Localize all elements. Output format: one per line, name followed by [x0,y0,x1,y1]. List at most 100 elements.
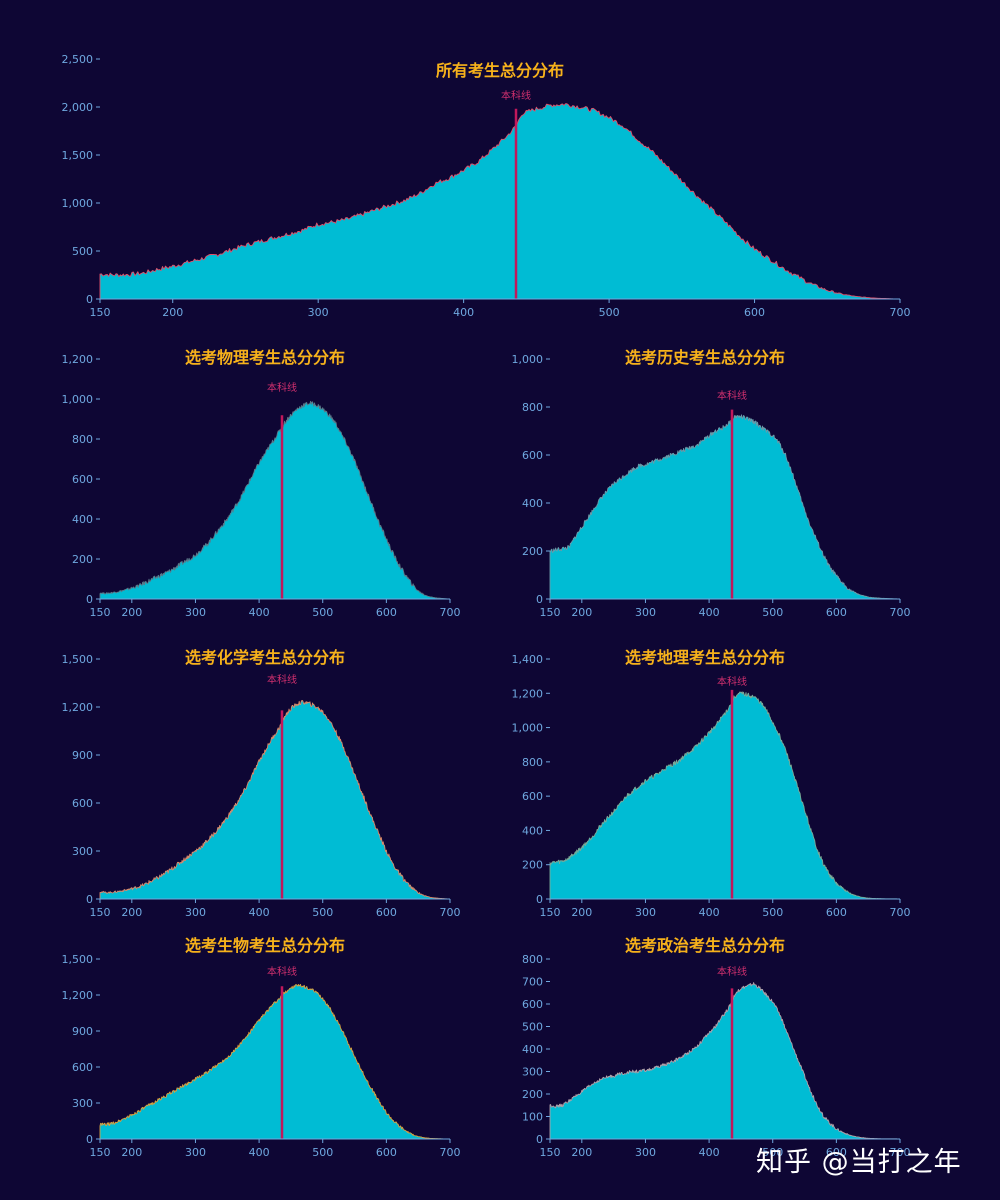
x-axis: 150 200 300 400 500 600 700 [90,898,461,919]
x-tick-label: 150 [90,606,111,619]
chart-title: 所有考生总分分布 [436,61,564,80]
y-tick-label: 1,500 [62,953,94,966]
x-axis: 150 200 300 400 500 600 700 [540,1138,911,1159]
histogram-bars [549,414,898,600]
x-tick-label: 200 [571,1146,592,1159]
x-tick-label: 400 [249,906,270,919]
x-tick-label: 200 [162,306,183,319]
chart-title: 选考政治考生总分分布 [625,936,785,955]
y-tick-label: 0 [86,893,93,906]
y-axis: 0 300 600 900 1,200 1,500 [62,653,100,906]
y-tick-label: 0 [86,593,93,606]
y-tick-label: 600 [72,1061,93,1074]
y-tick-label: 600 [522,998,543,1011]
y-tick-label: 200 [522,859,543,872]
y-tick-label: 500 [72,245,93,258]
y-axis: 0 200 400 600 800 1,000 1,200 [62,353,100,606]
x-tick-label: 150 [90,306,111,319]
x-tick-label: 700 [890,906,911,919]
y-tick-label: 1,500 [62,653,94,666]
watermark-text: 知乎 @当打之年 [756,1147,962,1178]
x-axis: 150 200 300 400 500 600 700 [540,598,911,619]
x-tick-label: 400 [453,306,474,319]
histogram-bars [99,700,448,900]
histogram-bars [99,983,448,1140]
x-tick-label: 300 [635,1146,656,1159]
cut-score-label: 本科线 [267,381,297,394]
y-axis: 0 200 400 600 800 1,000 1,200 1,400 [512,653,550,906]
y-tick-label: 1,000 [512,353,544,366]
chart-history: 本科线 150 200 300 400 500 600 700 0 200 400 600 800 1,0… [512,348,911,619]
y-tick-label: 800 [522,401,543,414]
x-tick-label: 300 [635,906,656,919]
chart-title: 选考物理考生总分分布 [185,348,345,367]
chart-title: 选考化学考生总分分布 [185,648,345,667]
x-tick-label: 400 [699,906,720,919]
y-axis: 0 200 400 600 800 1,000 [512,353,550,606]
y-tick-label: 600 [72,473,93,486]
chart-geography: 本科线 150 200 300 400 500 600 700 0 200 400 600 800 1,0… [512,648,911,919]
x-tick-label: 700 [440,606,461,619]
x-tick-label: 700 [440,1146,461,1159]
histogram-bars [549,982,898,1140]
y-tick-label: 400 [522,497,543,510]
y-tick-label: 1,200 [62,353,94,366]
y-tick-label: 1,200 [62,989,94,1002]
y-tick-label: 0 [86,1133,93,1146]
y-tick-label: 1,200 [512,687,544,700]
y-axis: 0 100 200 300 400 500 600 700 800 [522,953,550,1146]
y-tick-label: 800 [522,756,543,769]
x-axis: 150 200 300 400 500 600 700 [90,598,461,619]
y-tick-label: 700 [522,976,543,989]
y-tick-label: 900 [72,749,93,762]
y-tick-label: 1,000 [62,393,94,406]
x-tick-label: 600 [826,1146,847,1159]
chart-biology: 本科线 150 200 300 400 500 600 700 0 300 600 900 1,200 1… [62,936,461,1159]
x-tick-label: 150 [540,906,561,919]
x-tick-label: 600 [826,606,847,619]
x-tick-label: 700 [890,606,911,619]
x-tick-label: 300 [185,606,206,619]
x-tick-label: 600 [376,906,397,919]
chart-all-students: 本科线 150 200 300 400 500 600 700 0 500 1,000 1,500 2,… [62,53,911,319]
x-tick-label: 400 [249,1146,270,1159]
x-tick-label: 150 [90,906,111,919]
histogram-bars [549,691,898,900]
y-tick-label: 300 [522,1066,543,1079]
x-axis: 150 200 300 400 500 600 700 [540,898,911,919]
x-tick-label: 200 [121,606,142,619]
x-tick-label: 500 [312,1146,333,1159]
x-tick-label: 500 [762,606,783,619]
x-tick-label: 200 [121,906,142,919]
y-tick-label: 1,000 [512,722,544,735]
y-tick-label: 200 [522,545,543,558]
y-tick-label: 900 [72,1025,93,1038]
x-tick-label: 200 [571,906,592,919]
y-tick-label: 1,000 [62,197,94,210]
y-tick-label: 500 [522,1021,543,1034]
x-tick-label: 600 [376,606,397,619]
y-tick-label: 0 [536,593,543,606]
x-tick-label: 150 [90,1146,111,1159]
y-tick-label: 0 [536,893,543,906]
cut-score-label: 本科线 [501,89,531,102]
x-tick-label: 600 [826,906,847,919]
cut-score-label: 本科线 [717,965,747,978]
chart-title: 选考地理考生总分分布 [625,648,785,667]
cut-score-label: 本科线 [267,965,297,978]
y-tick-label: 1,200 [62,701,94,714]
x-tick-label: 400 [699,1146,720,1159]
y-tick-label: 200 [72,553,93,566]
x-axis: 150 200 300 400 500 600 700 [90,298,911,319]
y-tick-label: 400 [522,1043,543,1056]
x-tick-label: 700 [440,906,461,919]
cut-score-label: 本科线 [717,389,747,402]
x-tick-label: 700 [890,1146,911,1159]
x-tick-label: 300 [185,1146,206,1159]
y-tick-label: 600 [522,449,543,462]
x-tick-label: 500 [762,1146,783,1159]
x-tick-label: 700 [890,306,911,319]
chart-chemistry: 本科线 150 200 300 400 500 600 700 0 300 600 900 1,200 1… [62,648,461,919]
cut-score-label: 本科线 [267,673,297,686]
